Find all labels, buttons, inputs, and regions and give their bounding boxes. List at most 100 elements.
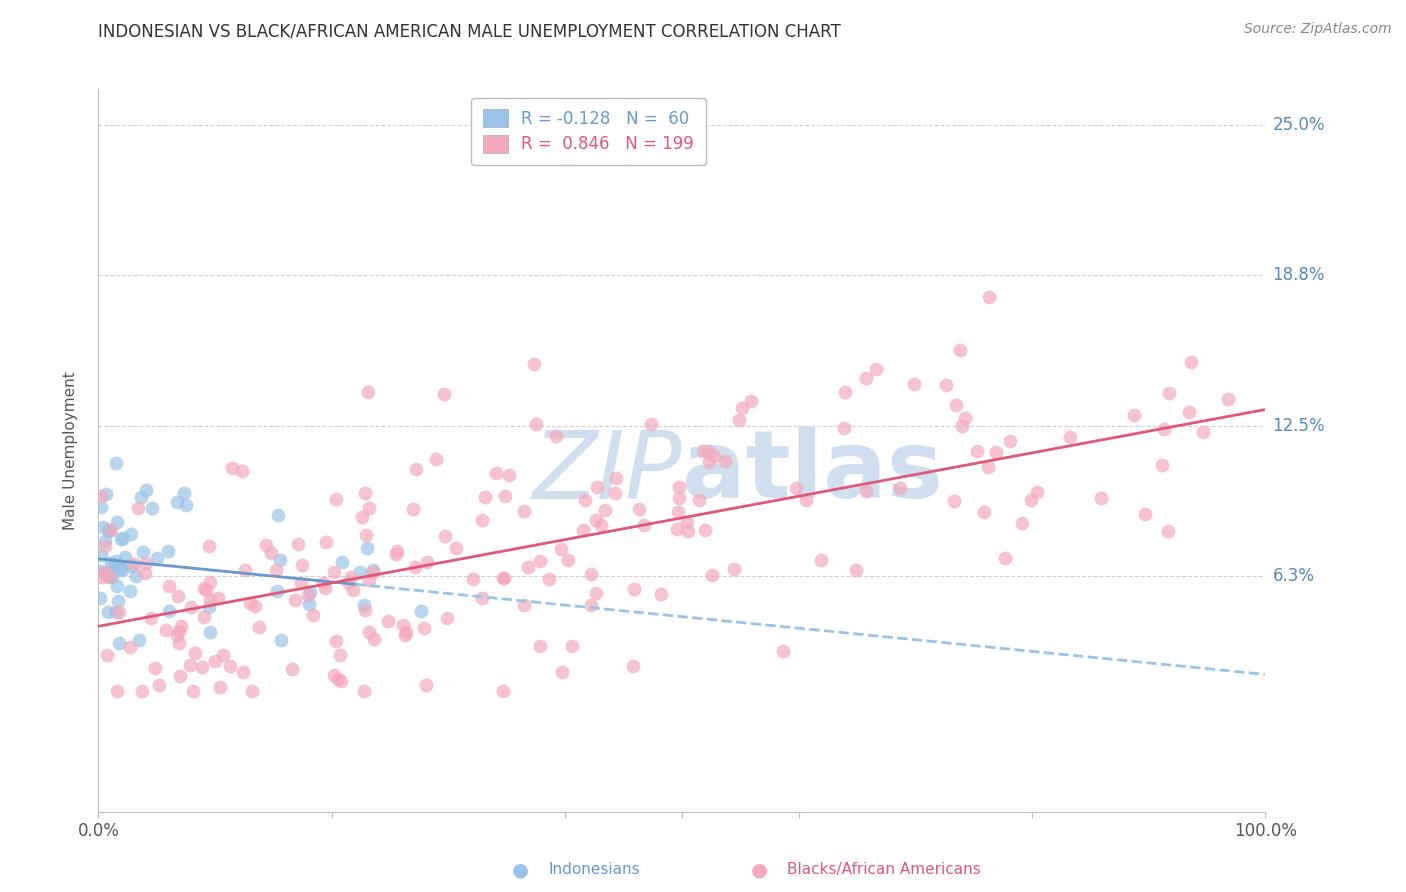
Point (354, 603, 377, 617)
Text: ZIP: ZIP (533, 426, 682, 517)
Point (433, 387, 456, 401)
Point (131, 545, 153, 559)
Point (131, 684, 153, 698)
Point (114, 549, 136, 564)
Point (96, 568, 118, 582)
Point (204, 654, 226, 668)
Point (127, 501, 149, 516)
Point (703, 450, 725, 464)
Point (571, 523, 593, 537)
Point (697, 443, 720, 458)
Point (121, 559, 143, 574)
Point (357, 625, 380, 640)
Point (323, 668, 346, 682)
Point (173, 485, 195, 500)
Point (329, 674, 352, 689)
Point (668, 480, 690, 494)
Point (949, 343, 972, 357)
Point (391, 618, 413, 632)
Point (513, 504, 536, 518)
Point (581, 567, 603, 582)
Point (108, 605, 131, 619)
Point (207, 591, 229, 606)
Text: 12.5%: 12.5% (1272, 417, 1324, 435)
Point (256, 538, 278, 552)
Point (950, 419, 973, 434)
Point (231, 665, 253, 679)
Point (97, 570, 120, 584)
Point (676, 524, 699, 538)
Point (90, 548, 112, 562)
Point (498, 467, 520, 482)
Point (546, 429, 568, 443)
Point (810, 553, 832, 567)
Point (693, 523, 716, 537)
Point (832, 421, 855, 435)
Point (135, 483, 157, 497)
Point (118, 584, 141, 599)
Point (94, 534, 117, 549)
Point (193, 609, 215, 624)
Point (984, 444, 1007, 458)
Point (955, 410, 977, 425)
Point (100, 566, 122, 581)
Point (415, 678, 437, 692)
Point (1123, 408, 1146, 422)
Point (728, 412, 751, 426)
Point (157, 544, 180, 558)
Point (231, 463, 253, 477)
Point (247, 620, 270, 634)
Point (415, 556, 437, 570)
Point (492, 571, 515, 585)
Text: 25.0%: 25.0% (1272, 116, 1324, 135)
Point (471, 513, 494, 527)
Point (325, 491, 347, 506)
Point (585, 586, 607, 600)
Point (212, 648, 235, 663)
Point (98, 524, 121, 538)
Y-axis label: Male Unemployment: Male Unemployment (63, 371, 77, 530)
Point (94, 566, 117, 580)
Point (1026, 485, 1049, 500)
Point (264, 563, 287, 577)
Point (195, 583, 218, 598)
Point (640, 417, 662, 431)
Point (551, 665, 574, 679)
Point (312, 576, 335, 591)
Point (1216, 392, 1239, 406)
Point (169, 619, 191, 633)
Point (494, 489, 516, 503)
Point (538, 572, 561, 586)
Point (412, 621, 434, 635)
Point (337, 574, 360, 589)
Point (107, 636, 129, 650)
Point (174, 498, 197, 512)
Point (1178, 405, 1201, 419)
Point (166, 589, 188, 603)
Point (198, 600, 221, 615)
Point (108, 562, 131, 576)
Point (425, 452, 447, 467)
Point (1152, 458, 1174, 472)
Point (404, 560, 426, 574)
Point (855, 370, 877, 384)
Point (394, 628, 416, 642)
Point (191, 659, 214, 673)
Point (517, 560, 540, 574)
Point (326, 672, 349, 686)
Point (270, 632, 292, 647)
Point (209, 680, 232, 694)
Legend: R = -0.128   N =  60, R =  0.846   N = 199: R = -0.128 N = 60, R = 0.846 N = 199 (471, 97, 706, 165)
Point (405, 462, 427, 476)
Point (240, 684, 263, 698)
Point (135, 557, 157, 571)
Point (298, 585, 321, 599)
Point (966, 444, 988, 458)
Point (585, 480, 607, 494)
Point (269, 553, 291, 567)
Point (977, 290, 1000, 304)
Point (561, 639, 583, 653)
Point (281, 662, 304, 676)
Point (474, 490, 496, 504)
Point (239, 596, 262, 610)
